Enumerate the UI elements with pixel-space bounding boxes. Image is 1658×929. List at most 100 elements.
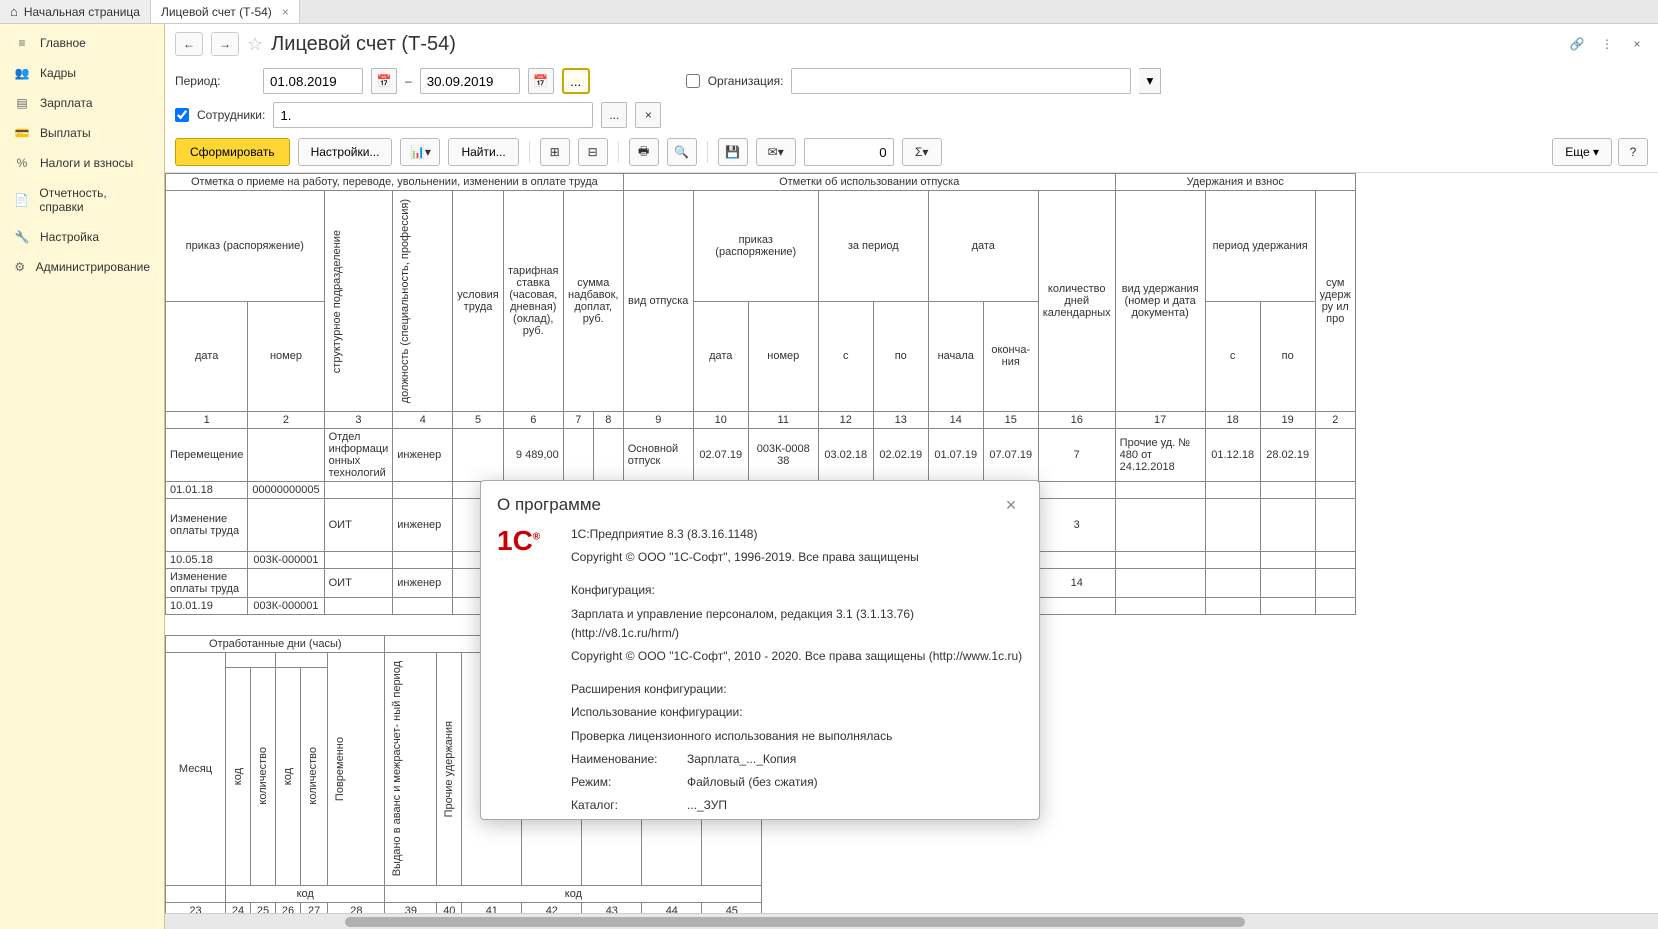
col-number: 41: [462, 902, 522, 913]
cell: 28.02.19: [1260, 429, 1315, 482]
cell: [1205, 482, 1260, 499]
about-license: Проверка лицензионного использования не …: [571, 727, 1023, 746]
col-number: 8: [593, 412, 623, 429]
employees-select-button[interactable]: ...: [601, 102, 627, 128]
table-icon: ▤: [14, 96, 30, 110]
col-number: 42: [522, 902, 582, 913]
cell: [1260, 598, 1315, 615]
cell: [1038, 552, 1115, 569]
cell: 9 489,00: [503, 429, 563, 482]
cell: 02.02.19: [873, 429, 928, 482]
cell: [1115, 552, 1205, 569]
cell: [1038, 482, 1115, 499]
sidebar-item-main[interactable]: ≡Главное: [0, 28, 164, 58]
date-to-input[interactable]: [420, 68, 520, 94]
org-checkbox[interactable]: [686, 74, 700, 88]
sidebar-item-taxes[interactable]: %Налоги и взносы: [0, 148, 164, 178]
sidebar-item-salary[interactable]: ▤ Зарплата: [0, 88, 164, 118]
scrollbar-thumb[interactable]: [345, 917, 1245, 927]
th: тарифная ставка (часовая, дневная) (окла…: [503, 191, 563, 412]
mail-button[interactable]: ✉▾: [756, 138, 796, 166]
calendar-from-button[interactable]: 📅: [371, 68, 397, 94]
sidebar-item-settings[interactable]: 🔧Настройка: [0, 222, 164, 252]
th: вид удержания (номер и дата документа): [1115, 191, 1205, 412]
save-button[interactable]: 💾: [718, 138, 748, 166]
sidebar-label: Зарплата: [40, 96, 93, 110]
help-button[interactable]: ?: [1618, 138, 1648, 166]
about-catalog-val: ..._ЗУП: [687, 796, 727, 815]
dialog-close-button[interactable]: ×: [999, 493, 1023, 517]
col-number: 11: [748, 412, 818, 429]
sidebar-label: Налоги и взносы: [40, 156, 133, 170]
cell: 003К-000001: [248, 598, 324, 615]
period-picker-button[interactable]: ...: [562, 68, 590, 94]
employees-checkbox[interactable]: [175, 108, 189, 122]
date-separator: –: [405, 74, 412, 88]
sidebar-item-admin[interactable]: ⚙Администрирование: [0, 252, 164, 282]
sigma-button[interactable]: Σ▾: [902, 138, 942, 166]
col-number: 43: [582, 902, 642, 913]
cell: [1315, 552, 1355, 569]
horizontal-scrollbar[interactable]: [165, 913, 1658, 929]
sidebar-item-hr[interactable]: 👥Кадры: [0, 58, 164, 88]
col-number: 27: [301, 902, 328, 913]
col-number: 44: [642, 902, 702, 913]
close-icon[interactable]: ×: [282, 5, 289, 19]
cell: 003К-000001: [248, 552, 324, 569]
number-input[interactable]: [804, 138, 894, 166]
sidebar-label: Кадры: [40, 66, 76, 80]
expand-button[interactable]: ⊞: [540, 138, 570, 166]
nav-forward-button[interactable]: →: [211, 32, 239, 56]
col-number: 26: [276, 902, 301, 913]
about-cfg-copyright: Copyright © ООО "1С-Софт", 2010 - 2020. …: [571, 647, 1023, 666]
employees-clear-button[interactable]: ×: [635, 102, 661, 128]
cell: 00000000005: [248, 482, 324, 499]
cell: 07.07.19: [983, 429, 1038, 482]
tab-home[interactable]: ⌂ Начальная страница: [0, 0, 151, 23]
print-button[interactable]: 🖶: [629, 138, 659, 166]
close-page-icon[interactable]: ×: [1626, 33, 1648, 55]
date-from-input[interactable]: [263, 68, 363, 94]
calendar-to-button[interactable]: 📅: [528, 68, 554, 94]
th: Повременно: [328, 653, 385, 885]
find-button[interactable]: Найти...: [448, 138, 518, 166]
preview-button[interactable]: 🔍: [667, 138, 697, 166]
cell: 10.05.18: [166, 552, 248, 569]
collapse-button[interactable]: ⊟: [578, 138, 608, 166]
wrench-icon: 🔧: [14, 230, 30, 244]
table-group-header: Отметки об использовании отпуска: [623, 174, 1115, 191]
col-number: 13: [873, 412, 928, 429]
th: количество: [301, 667, 328, 885]
more-button[interactable]: Еще ▾: [1552, 138, 1612, 166]
settings-button[interactable]: Настройки...: [298, 138, 393, 166]
cell: 02.07.19: [693, 429, 748, 482]
cell: [593, 429, 623, 482]
sidebar-item-payments[interactable]: 💳Выплаты: [0, 118, 164, 148]
sidebar-item-reports[interactable]: 📄Отчетность, справки: [0, 178, 164, 222]
th: дата: [166, 301, 248, 412]
th: условия труда: [453, 191, 503, 412]
th: структурное подразделение: [324, 191, 393, 412]
cell: [1315, 569, 1355, 598]
col-number: 18: [1205, 412, 1260, 429]
about-name-key: Наименование:: [571, 750, 671, 769]
favorite-icon[interactable]: ☆: [247, 34, 263, 55]
cell: [1260, 482, 1315, 499]
form-button[interactable]: Сформировать: [175, 138, 290, 166]
th: начала: [928, 301, 983, 412]
tab-active[interactable]: Лицевой счет (Т-54) ×: [151, 0, 300, 23]
cell: [324, 598, 393, 615]
th: код: [276, 667, 301, 885]
link-icon[interactable]: 🔗: [1566, 33, 1588, 55]
cell: инженер: [393, 569, 453, 598]
org-input[interactable]: [791, 68, 1131, 94]
employees-input[interactable]: [273, 102, 593, 128]
more-icon[interactable]: ⋮: [1596, 33, 1618, 55]
cell: [248, 429, 324, 482]
col-number: 23: [166, 902, 226, 913]
view-options-button[interactable]: 📊▾: [400, 138, 440, 166]
cell: ОИТ: [324, 499, 393, 552]
org-dropdown-button[interactable]: ▾: [1139, 68, 1161, 94]
dialog-title: О программе: [497, 495, 601, 515]
nav-back-button[interactable]: ←: [175, 32, 203, 56]
